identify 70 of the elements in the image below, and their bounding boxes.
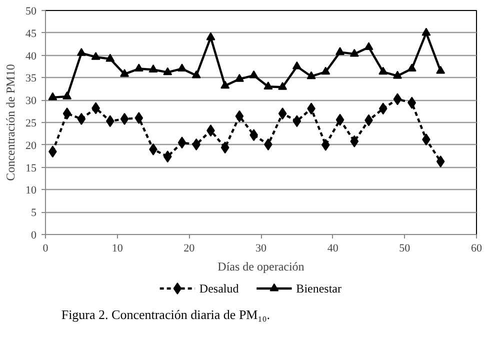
point — [134, 112, 144, 124]
point — [336, 114, 344, 126]
point — [321, 66, 330, 75]
point — [120, 112, 129, 125]
x-tick-label: 20 — [184, 242, 196, 254]
text: Figura 2. Concentración diaria de PM₁₀. — [61, 307, 270, 322]
point — [235, 110, 244, 122]
point — [336, 47, 345, 55]
point — [148, 64, 158, 72]
y-tick-label: 25 — [26, 118, 37, 130]
point — [76, 48, 86, 56]
point — [306, 71, 316, 80]
point — [278, 108, 287, 120]
point — [407, 64, 416, 72]
point — [106, 115, 114, 128]
point — [134, 64, 144, 72]
point — [378, 66, 388, 75]
point — [206, 32, 216, 40]
y-tick-label: 30 — [26, 95, 37, 108]
y-tick-label: 5 — [31, 207, 37, 220]
y-axis-title: Concentración de PM10 — [4, 64, 18, 181]
point — [364, 42, 374, 50]
point — [436, 155, 445, 168]
point — [436, 66, 446, 74]
point — [292, 115, 302, 128]
y-tick-label: 0 — [31, 230, 37, 242]
point — [192, 70, 201, 78]
legend-label: Bienestar — [296, 282, 342, 296]
y-tick-label: 10 — [26, 184, 37, 197]
point — [264, 82, 273, 90]
point — [62, 108, 72, 120]
point — [178, 136, 186, 149]
point — [321, 138, 330, 151]
x-tick-label: 0 — [42, 242, 49, 254]
point — [350, 135, 359, 148]
point — [106, 54, 115, 62]
point — [48, 92, 58, 100]
y-tick-label: 45 — [26, 28, 37, 40]
point — [220, 142, 230, 154]
x-axis-title: Días de operación — [218, 260, 304, 274]
point — [77, 112, 86, 125]
point — [62, 91, 72, 100]
y-tick-label: 15 — [26, 162, 37, 174]
point — [220, 80, 230, 89]
point — [393, 93, 402, 106]
y-tick-label: 50 — [26, 6, 37, 18]
x-tick-label: 60 — [471, 242, 482, 254]
point — [163, 150, 172, 163]
x-tick-label: 40 — [327, 242, 339, 254]
point — [350, 48, 359, 57]
legend-label: Desalud — [199, 282, 239, 296]
x-tick-label: 50 — [399, 242, 411, 254]
point — [378, 102, 388, 115]
point — [249, 70, 258, 78]
y-tick-label: 20 — [26, 140, 37, 152]
point — [278, 82, 288, 90]
point — [422, 28, 431, 36]
point — [177, 64, 186, 72]
x-tick-label: 10 — [112, 242, 124, 254]
point — [163, 67, 172, 76]
x-tick-label: 30 — [256, 242, 267, 254]
point — [91, 52, 100, 60]
point — [234, 74, 244, 82]
point — [392, 70, 402, 79]
y-tick-label: 40 — [26, 50, 37, 62]
point — [192, 138, 201, 150]
point — [292, 61, 302, 70]
point — [408, 96, 416, 109]
point — [120, 68, 130, 77]
y-tick-label: 35 — [26, 72, 37, 85]
